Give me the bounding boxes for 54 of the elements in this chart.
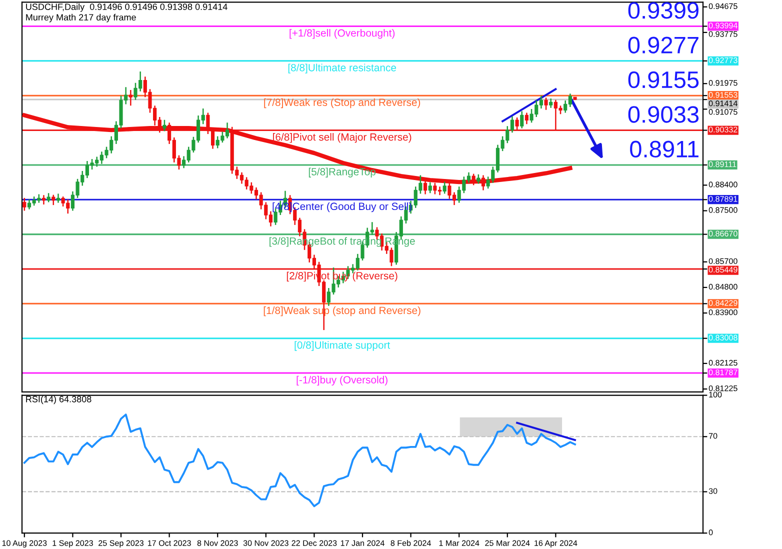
y-tick-label: 0.81787 [708,369,738,376]
y-tick-label: 0.82125 [708,360,738,366]
y-tick-label: 0.94675 [708,3,738,10]
y-tick-label: 70 [708,433,718,439]
y-tick-label: 0.83900 [708,309,738,316]
y-tick-label: 0.87891 [708,196,738,202]
y-tick-label: 0.89111 [708,161,736,168]
y-tick-label: 0.91553 [708,92,738,98]
ref-line-label: [-1/8]buy (Oversold) [296,376,388,386]
y-tick-label: 0.91075 [708,109,738,115]
x-tick-label: 1 Sep 2023 [52,540,93,548]
ref-line-label: [6/8]Pivot sell (Major Reverse) [273,133,412,143]
annotation: 0.9277 [628,36,698,54]
y-tick-label: 0.83008 [708,334,738,341]
x-tick-label: 25 Sep 2023 [98,540,144,548]
y-tick-label: 0.93994 [708,22,738,28]
y-tick-label: 0 [708,530,713,536]
y-tick-label: 0.85449 [708,266,738,273]
annotation: 0.9033 [628,106,699,123]
ref-line-label: [+1/8]sell (Overbought) [290,29,395,39]
y-tick-label: 0.85700 [708,258,738,264]
y-tick-label: 100 [709,392,722,398]
y-tick-label: 0.91975 [708,80,738,86]
ref-line-label: [0/8]Ultimate support [294,341,390,351]
y-tick-label: 0.84800 [708,284,738,290]
y-tick-label: 0.93775 [708,31,738,37]
y-tick-label: 0.91414 [708,100,738,106]
y-tick-label: 0.87500 [708,207,738,213]
x-tick-label: 30 Nov 2023 [243,540,288,546]
x-tick-label: 8 Feb 2024 [390,540,431,546]
x-tick-label: 22 Dec 2023 [292,540,337,546]
annotation: 0.9399 [628,2,698,19]
y-tick-label: 0.92773 [708,57,738,64]
ref-line-label: [7/8]Weak res (Stop and Reverse) [264,98,420,108]
ref-line-label: [5/8]RangeTop [308,168,376,178]
annotation: 0.8911 [630,140,698,158]
ref-line-label: [8/8]Ultimate resistance [288,64,396,74]
y-tick-label: 0.81225 [708,385,738,392]
x-tick-label: 17 Oct 2023 [148,540,191,546]
text: Murrey Math 217 day frame [26,14,136,22]
y-tick-label: 0.84229 [708,300,738,306]
x-tick-label: 16 Apr 2024 [534,540,578,548]
x-tick-label: 25 Mar 2024 [485,540,530,546]
x-tick-label: 1 Mar 2024 [439,540,480,546]
x-tick-label: 17 Jan 2024 [340,540,384,546]
chart-title: RSI(14) 64.3808 [26,396,92,404]
y-tick-label: 0.90332 [708,126,738,132]
y-tick-label: 0.88400 [708,182,738,188]
x-tick-label: 10 Aug 2023 [2,540,47,548]
annotation: 0.9155 [628,71,699,88]
y-tick-label: 30 [708,488,718,494]
y-tick-label: 0.86670 [708,230,738,236]
x-tick-label: 8 Nov 2023 [197,540,238,546]
chart-title: USDCHF,Daily 0.91496 0.91496 0.91398 0.91414 [26,3,228,12]
